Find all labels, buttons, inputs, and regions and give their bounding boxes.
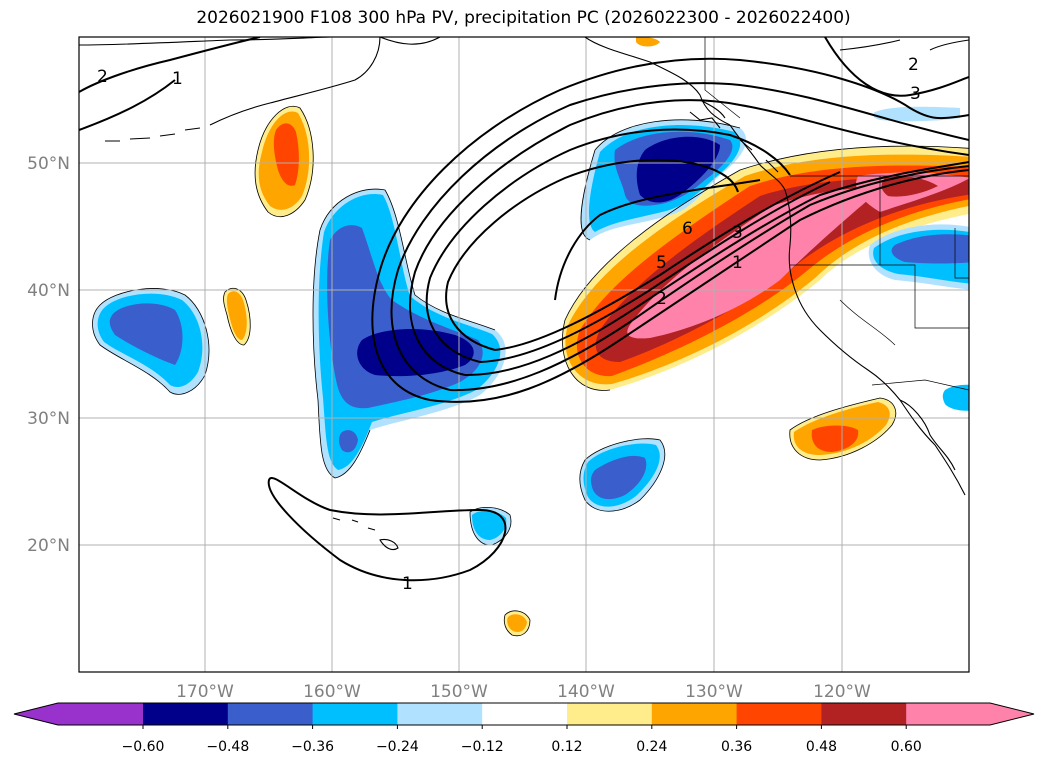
colorbar-cells bbox=[58, 703, 991, 725]
colorbar-tick-label: −0.24 bbox=[376, 739, 419, 755]
lon-label-150w: 150°W bbox=[430, 682, 488, 702]
colorbar-tick-label: −0.12 bbox=[461, 739, 504, 755]
contour-label-1-south: 1 bbox=[402, 574, 413, 594]
lat-label-50n: 50°N bbox=[27, 154, 70, 174]
latitude-labels: 50°N 40°N 30°N 20°N bbox=[27, 154, 70, 556]
negative-anomaly-central-pacific bbox=[313, 189, 506, 478]
map-plot-area: 1 1 2 2 3 3 1 2 5 6 bbox=[79, 37, 969, 672]
map-title: 2026021900 F108 300 hPa PV, precipitatio… bbox=[196, 8, 851, 28]
negative-anomaly-coastal bbox=[868, 106, 969, 411]
colorbar-cell bbox=[821, 703, 907, 725]
lon-label-170w: 170°W bbox=[176, 682, 234, 702]
map-frame bbox=[78, 36, 970, 673]
colorbar-cell bbox=[397, 703, 483, 725]
colorbar-tick-label: −0.36 bbox=[291, 739, 334, 755]
political-borders bbox=[704, 37, 969, 391]
longitude-labels: 170°W 160°W 150°W 140°W 130°W 120°W bbox=[176, 682, 871, 702]
colorbar-tick-label: 0.60 bbox=[891, 739, 922, 755]
contour-label-2-ne: 2 bbox=[908, 55, 919, 75]
colorbar-tick-label: 0.24 bbox=[636, 739, 667, 755]
colorbar: −0.60 −0.48 −0.36 −0.24 −0.12 0.12 0.24 0.36 0.4… bbox=[13, 702, 1035, 755]
colorbar-arrow-high bbox=[990, 703, 1034, 725]
lat-label-20n: 20°N bbox=[27, 536, 70, 556]
lon-label-120w: 120°W bbox=[813, 682, 871, 702]
colorbar-cell bbox=[227, 703, 314, 725]
contour-label-3-center: 3 bbox=[732, 223, 743, 243]
colorbar-cell bbox=[567, 703, 653, 725]
colorbar-tick-label: 0.36 bbox=[721, 739, 752, 755]
colorbar-cell bbox=[906, 703, 991, 725]
negative-anomaly-subtropical bbox=[470, 438, 665, 546]
colorbar-tick-label: 0.12 bbox=[551, 739, 582, 755]
colorbar-cell bbox=[736, 703, 822, 725]
colorbar-cell bbox=[143, 703, 229, 725]
contour-label-2-nw: 2 bbox=[97, 67, 108, 87]
contour-label-3-ne: 3 bbox=[910, 84, 921, 104]
coastlines bbox=[79, 37, 969, 551]
lon-label-140w: 140°W bbox=[557, 682, 615, 702]
precipitation-anomaly-fills bbox=[92, 37, 969, 637]
negative-anomaly-west-pacific bbox=[92, 288, 209, 395]
colorbar-cell bbox=[312, 703, 398, 725]
pv-contour-labels: 1 1 2 2 3 3 1 2 5 6 bbox=[97, 55, 921, 594]
colorbar-tick-label: −0.48 bbox=[206, 739, 249, 755]
contour-label-1-center: 1 bbox=[732, 253, 743, 273]
lon-label-130w: 130°W bbox=[685, 682, 743, 702]
colorbar-cell bbox=[651, 703, 738, 725]
colorbar-cell bbox=[58, 703, 144, 725]
lat-label-30n: 30°N bbox=[27, 409, 70, 429]
colorbar-tick-label: −0.60 bbox=[122, 739, 165, 755]
colorbar-tick-label: 0.48 bbox=[806, 739, 837, 755]
contour-label-6-center: 6 bbox=[682, 219, 693, 239]
contour-label-1-nw: 1 bbox=[172, 69, 183, 89]
contour-label-5-center: 5 bbox=[656, 253, 667, 273]
colorbar-arrow-low bbox=[14, 703, 58, 725]
contour-label-2-center: 2 bbox=[656, 289, 667, 309]
positive-anomaly-band bbox=[562, 146, 969, 391]
colorbar-cell bbox=[482, 703, 568, 725]
colorbar-tick-labels: −0.60 −0.48 −0.36 −0.24 −0.12 0.12 0.24 0.36 0.4… bbox=[122, 725, 922, 755]
lat-label-40n: 40°N bbox=[27, 281, 70, 301]
lon-label-160w: 160°W bbox=[303, 682, 361, 702]
colorbar-outline bbox=[13, 702, 1035, 726]
pv-contours bbox=[79, 37, 969, 582]
